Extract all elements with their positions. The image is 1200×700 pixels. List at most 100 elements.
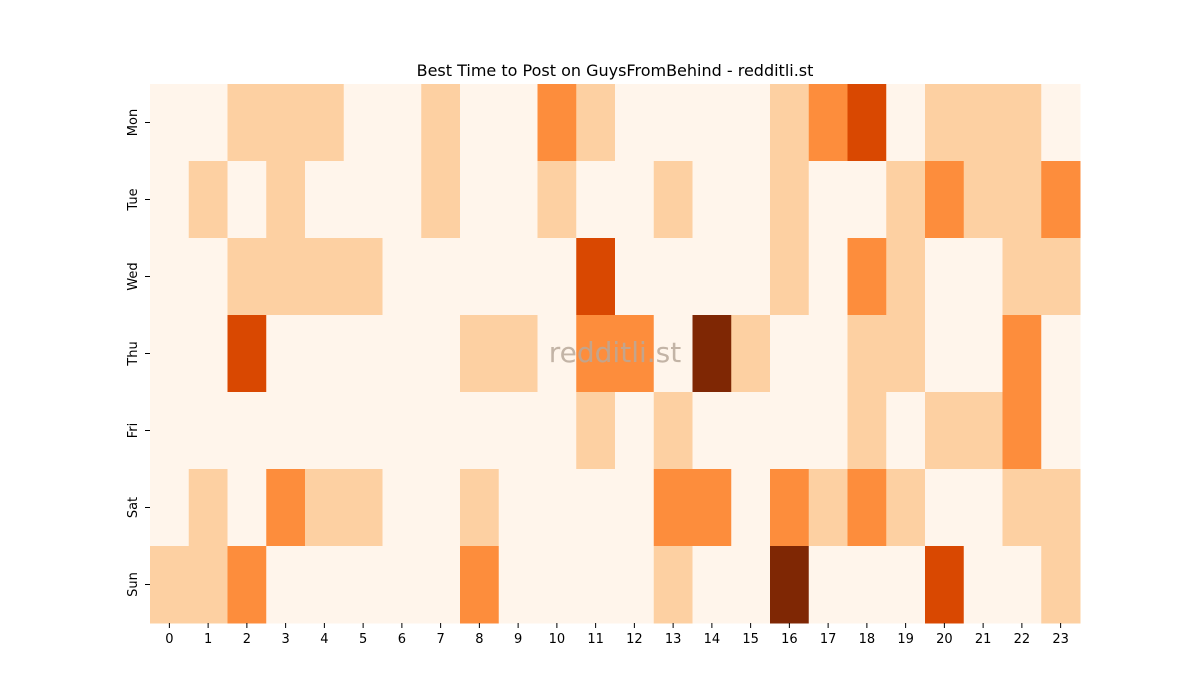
y-tick-label: Thu [126, 341, 141, 366]
heatmap-cell [808, 161, 848, 239]
x-tick-label: 1 [204, 632, 212, 647]
heatmap-cell [343, 84, 383, 162]
x-tick-label: 22 [1014, 632, 1031, 647]
heatmap-cells [150, 84, 1081, 624]
heatmap-cell [808, 546, 848, 624]
heatmap-cell [653, 238, 693, 316]
x-tick-label: 14 [704, 632, 721, 647]
heatmap-cell [692, 546, 732, 624]
heatmap-cell [498, 161, 538, 239]
heatmap-cell [653, 84, 693, 162]
heatmap-cell [886, 392, 926, 470]
heatmap-cell [576, 161, 616, 239]
heatmap-cell [1041, 392, 1081, 470]
heatmap-cell [731, 315, 771, 393]
heatmap-cell [615, 238, 655, 316]
heatmap-cell [886, 546, 926, 624]
heatmap-cell [188, 315, 228, 393]
heatmap-cell [343, 546, 383, 624]
y-tick-label: Sat [126, 497, 141, 518]
heatmap-cell [460, 84, 500, 162]
heatmap-cell [266, 469, 306, 547]
heatmap-cell [731, 238, 771, 316]
heatmap-cell [963, 315, 1003, 393]
heatmap-cell [537, 238, 577, 316]
y-tick-label: Sun [126, 572, 141, 597]
heatmap-cell [925, 238, 965, 316]
heatmap-cell [886, 84, 926, 162]
heatmap-cell [537, 469, 577, 547]
heatmap-cell [188, 469, 228, 547]
heatmap-cell [421, 238, 461, 316]
heatmap-cell [576, 546, 616, 624]
heatmap-cell [382, 161, 422, 239]
heatmap-cell [305, 546, 345, 624]
heatmap-cell [1041, 469, 1081, 547]
heatmap-cell [1002, 392, 1042, 470]
heatmap-cell [808, 469, 848, 547]
heatmap-cell [1041, 546, 1081, 624]
heatmap-cell [227, 84, 267, 162]
x-tick-label: 9 [514, 632, 522, 647]
x-tick-label: 5 [359, 632, 367, 647]
x-tick-label: 7 [436, 632, 444, 647]
heatmap-cell [963, 84, 1003, 162]
heatmap-cell [925, 546, 965, 624]
heatmap-cell [227, 161, 267, 239]
heatmap-cell [266, 392, 306, 470]
heatmap-cell [963, 392, 1003, 470]
heatmap-cell [305, 238, 345, 316]
y-axis: Mon Tue Wed Thu Fri Sat Sun [126, 109, 150, 597]
heatmap-cell [770, 238, 810, 316]
heatmap-cell [847, 84, 887, 162]
heatmap-cell [692, 469, 732, 547]
heatmap-cell [576, 238, 616, 316]
heatmap-cell [498, 469, 538, 547]
heatmap-cell [615, 469, 655, 547]
heatmap-cell [150, 84, 190, 162]
heatmap-cell [615, 392, 655, 470]
heatmap-cell [382, 238, 422, 316]
heatmap-cell [615, 546, 655, 624]
heatmap-cell [537, 84, 577, 162]
heatmap-cell [227, 546, 267, 624]
heatmap-cell [808, 315, 848, 393]
heatmap-cell [847, 161, 887, 239]
heatmap-cell [770, 546, 810, 624]
heatmap-cell [421, 546, 461, 624]
heatmap-cell [731, 546, 771, 624]
heatmap-cell [421, 84, 461, 162]
heatmap-cell [1002, 84, 1042, 162]
heatmap-cell [692, 238, 732, 316]
heatmap-cell [305, 315, 345, 393]
heatmap-cell [963, 161, 1003, 239]
x-tick-label: 17 [820, 632, 837, 647]
heatmap-cell [498, 315, 538, 393]
y-tick-label: Wed [126, 262, 141, 290]
heatmap-cell [886, 161, 926, 239]
heatmap-cell [847, 315, 887, 393]
y-tick-label: Fri [126, 423, 141, 439]
heatmap-cell [925, 161, 965, 239]
heatmap-cell [576, 84, 616, 162]
heatmap-cell [692, 84, 732, 162]
heatmap-cell [227, 392, 267, 470]
heatmap-cell [770, 161, 810, 239]
heatmap-cell [731, 392, 771, 470]
heatmap-cell [343, 238, 383, 316]
heatmap-cell [692, 392, 732, 470]
heatmap-cell [576, 315, 616, 393]
heatmap-cell [886, 469, 926, 547]
x-tick-label: 21 [975, 632, 992, 647]
heatmap-cell [460, 161, 500, 239]
heatmap-cell [1041, 161, 1081, 239]
heatmap-cell [266, 238, 306, 316]
heatmap-cell [925, 84, 965, 162]
heatmap-cell [653, 546, 693, 624]
heatmap-cell [382, 546, 422, 624]
heatmap-cell [731, 84, 771, 162]
heatmap-cell [808, 84, 848, 162]
heatmap-cell [266, 161, 306, 239]
heatmap-cell [150, 315, 190, 393]
heatmap-cell [692, 315, 732, 393]
